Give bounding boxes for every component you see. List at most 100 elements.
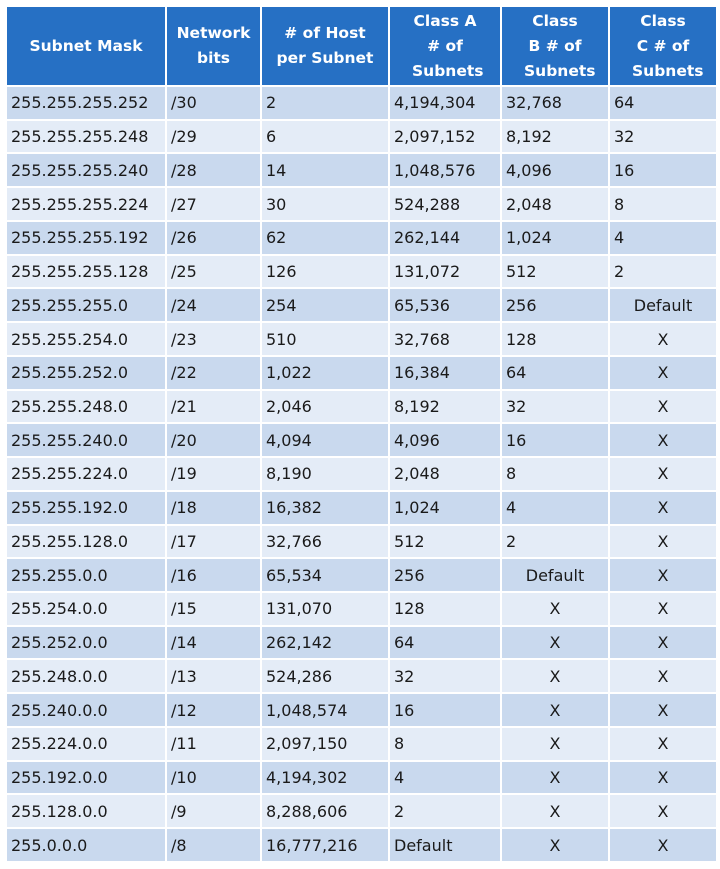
table-cell: 4: [500, 489, 610, 526]
table-cell: /15: [165, 591, 262, 627]
table-row: 255.128.0.0/9 8,288,606 2 X X: [5, 793, 718, 830]
table-cell: X: [500, 827, 610, 863]
table-cell: X: [608, 489, 718, 526]
table-cell: 255.255.255.248: [5, 118, 167, 155]
table-cell: Default: [500, 557, 610, 594]
header-cell: Network bits: [165, 5, 262, 87]
table-body: 255.255.255.252/30 2 4,194,304 32,768 64 255.…: [5, 85, 718, 863]
table-cell: X: [500, 793, 610, 830]
table-cell: X: [608, 321, 718, 357]
table-cell: X: [608, 456, 718, 492]
table-cell: /18: [165, 489, 262, 526]
table-row: 255.255.255.252/30 2 4,194,304 32,768 64: [5, 85, 718, 121]
table-cell: /16: [165, 557, 262, 594]
table-cell: /25: [165, 253, 262, 290]
table-cell: 2,048: [388, 456, 502, 492]
table-cell: 524,288: [388, 186, 502, 222]
table-cell: 262,144: [388, 219, 502, 256]
table-cell: 126: [260, 253, 390, 290]
table-cell: 16: [608, 152, 718, 189]
table-cell: X: [608, 725, 718, 762]
table-cell: /22: [165, 354, 262, 391]
table-cell: 8,192: [388, 388, 502, 425]
table-cell: 1,048,576: [388, 152, 502, 189]
table-cell: /28: [165, 152, 262, 189]
table-cell: 8,288,606: [260, 793, 390, 830]
table-cell: X: [608, 658, 718, 695]
table-cell: 32: [608, 118, 718, 155]
table-cell: 255.192.0.0: [5, 759, 167, 796]
table-cell: 510: [260, 321, 390, 357]
table-cell: /9: [165, 793, 262, 830]
table-cell: 131,070: [260, 591, 390, 627]
table-cell: 32,768: [388, 321, 502, 357]
table-cell: 524,286: [260, 658, 390, 695]
table-row: 255.248.0.0/13 524,286 32 X X: [5, 658, 718, 695]
table-cell: 14: [260, 152, 390, 189]
table-cell: /21: [165, 388, 262, 425]
table-cell: X: [608, 793, 718, 830]
table-cell: X: [500, 591, 610, 627]
table-cell: 16: [388, 692, 502, 728]
table-cell: 256: [388, 557, 502, 594]
table-cell: 2,097,152: [388, 118, 502, 155]
table-cell: /24: [165, 287, 262, 324]
table-cell: X: [608, 388, 718, 425]
table-cell: 255.252.0.0: [5, 624, 167, 661]
table-cell: 65,534: [260, 557, 390, 594]
table-cell: 255.0.0.0: [5, 827, 167, 863]
table-row: 255.224.0.0/11 2,097,150 8 X X: [5, 725, 718, 762]
table-cell: X: [500, 692, 610, 728]
table-cell: /20: [165, 422, 262, 459]
table-row: 255.240.0.0/12 1,048,574 16 X X: [5, 692, 718, 728]
table-cell: /8: [165, 827, 262, 863]
table-cell: /19: [165, 456, 262, 492]
table-row: 255.255.248.0/21 2,046 8,192 32 X: [5, 388, 718, 425]
table-cell: X: [608, 523, 718, 560]
table-cell: X: [500, 658, 610, 695]
table-cell: 32: [388, 658, 502, 695]
table-cell: 255.255.0.0: [5, 557, 167, 594]
table-cell: Default: [388, 827, 502, 863]
table-cell: 8,192: [500, 118, 610, 155]
table-cell: 4,094: [260, 422, 390, 459]
table-cell: X: [608, 624, 718, 661]
table-cell: 16: [500, 422, 610, 459]
table-cell: X: [500, 759, 610, 796]
table-cell: 2: [260, 85, 390, 121]
table-cell: X: [608, 354, 718, 391]
table-cell: /26: [165, 219, 262, 256]
table-cell: X: [500, 624, 610, 661]
table-cell: 255.255.255.224: [5, 186, 167, 222]
table-cell: 4,194,304: [388, 85, 502, 121]
subnet-table: Subnet Mask Network bits # of Host per Sub…: [5, 5, 718, 863]
table-cell: 8: [608, 186, 718, 222]
table-cell: /17: [165, 523, 262, 560]
table-cell: X: [608, 692, 718, 728]
table-cell: 255.255.254.0: [5, 321, 167, 357]
table-cell: /13: [165, 658, 262, 695]
table-cell: X: [608, 827, 718, 863]
table-cell: 16,382: [260, 489, 390, 526]
table-cell: 256: [500, 287, 610, 324]
table-cell: 255.224.0.0: [5, 725, 167, 762]
table-cell: 255.255.252.0: [5, 354, 167, 391]
table-cell: 1,048,574: [260, 692, 390, 728]
table-cell: /12: [165, 692, 262, 728]
table-cell: 2: [388, 793, 502, 830]
table-cell: 1,024: [388, 489, 502, 526]
table-row: 255.252.0.0/14 262,142 64 X X: [5, 624, 718, 661]
table-row: 255.255.224.0/19 8,190 2,048 8 X: [5, 456, 718, 492]
table-cell: 255.255.255.252: [5, 85, 167, 121]
table-row: 255.255.252.0/22 1,022 16,384 64 X: [5, 354, 718, 391]
header-cell: Class C # of Subnets: [608, 5, 718, 87]
table-cell: 16,777,216: [260, 827, 390, 863]
table-cell: 4,194,302: [260, 759, 390, 796]
table-cell: 255.255.224.0: [5, 456, 167, 492]
table-header: Subnet Mask Network bits # of Host per Sub…: [5, 5, 718, 87]
table-cell: 2,046: [260, 388, 390, 425]
table-cell: 32,766: [260, 523, 390, 560]
table-cell: 2: [500, 523, 610, 560]
table-cell: X: [608, 591, 718, 627]
